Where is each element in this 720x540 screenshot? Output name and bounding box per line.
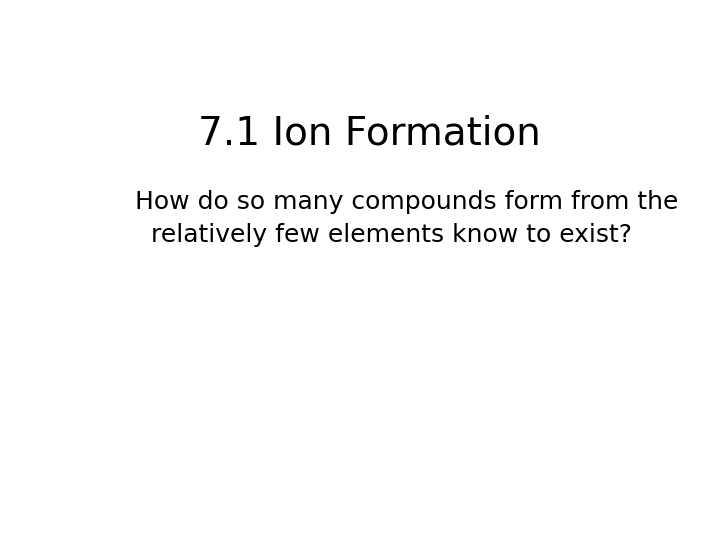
Text: 7.1 Ion Formation: 7.1 Ion Formation [197,114,541,153]
Text: How do so many compounds form from the
  relatively few elements know to exist?: How do so many compounds form from the r… [135,190,678,247]
